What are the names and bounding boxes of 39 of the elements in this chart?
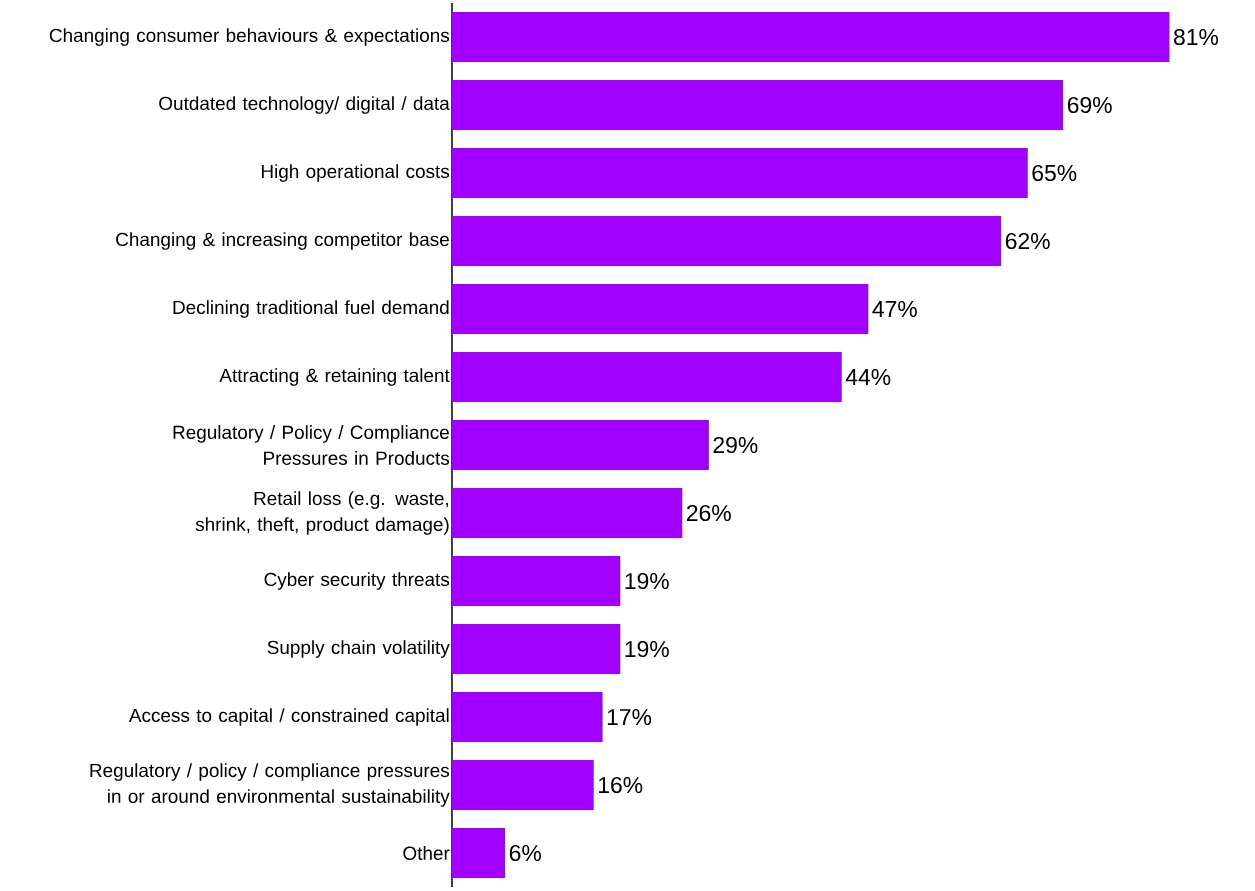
bar [452,352,842,402]
y-tick-label: Outdated technology/ digital / data [159,96,450,114]
data-label: 19% [625,640,669,658]
y-tick-label: Supply chain volatility [267,640,450,658]
bar [452,760,594,810]
bar [452,556,621,606]
y-tick-label: Regulatory / policy / compliance pressures in or around environmental sustainability [90,763,450,807]
bar [452,692,603,742]
y-tick-label: Declining traditional fuel demand [173,300,449,318]
y-tick-label: High operational costs [261,164,450,182]
data-label: 62% [1005,232,1050,250]
data-label: 19% [625,572,669,590]
y-tick-label: Changing consumer behaviours & expectations [49,28,450,46]
data-label: 26% [686,504,731,522]
data-label: 69% [1067,96,1112,114]
bar [452,624,621,674]
y-tick-label: Attracting & retaining talent [219,368,450,386]
bar [452,80,1064,130]
data-label: 81% [1174,28,1219,46]
y-tick-label: Regulatory / Policy / Compliance Pressures in Products [173,425,450,465]
data-label: 65% [1032,164,1077,182]
data-label: 29% [713,436,758,454]
y-tick-label: Changing & increasing competitor base [116,232,449,250]
bar [452,420,709,470]
data-label: 16% [599,776,643,794]
bar [452,12,1170,62]
y-tick-label: Cyber security threats [264,572,450,590]
bar [452,284,869,334]
data-label: 44% [845,368,891,386]
y-tick-label: Other [403,846,450,860]
bar [452,828,506,878]
y-tick-label: Access to capital / constrained capital [128,708,449,726]
data-label: 17% [607,708,652,726]
data-label: 47% [872,300,917,318]
bar [452,488,683,538]
bar [452,148,1028,198]
data-label: 6% [509,844,541,862]
bar [452,216,1002,266]
y-tick-label: Retail loss (e.g. waste, shrink, theft, product damage) [195,491,449,535]
